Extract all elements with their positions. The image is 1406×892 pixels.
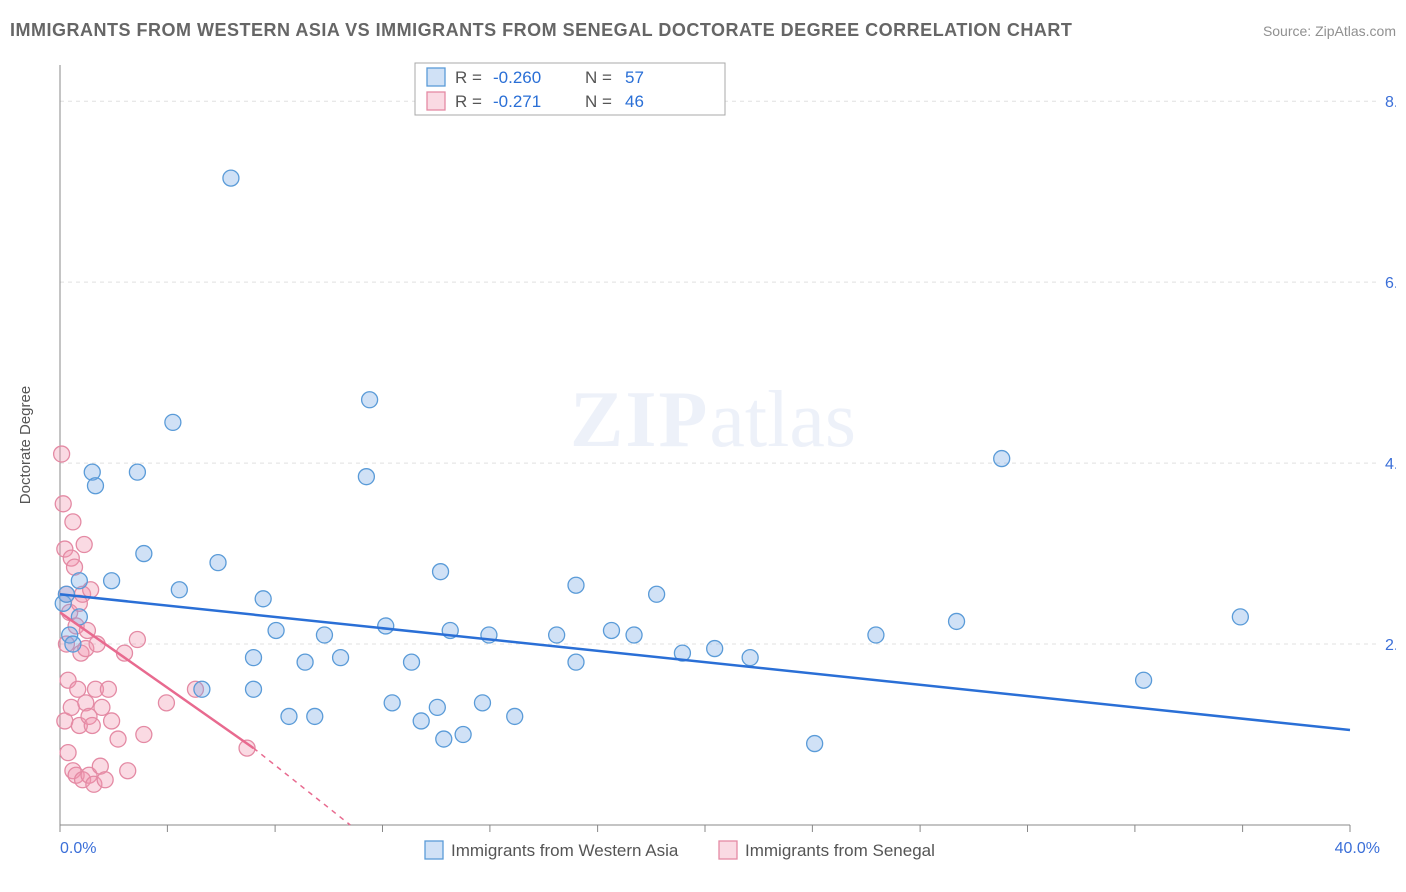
point-blue <box>362 392 378 408</box>
point-pink <box>76 537 92 553</box>
point-blue <box>129 464 145 480</box>
point-blue <box>246 681 262 697</box>
point-blue <box>507 708 523 724</box>
legend-r-value: -0.271 <box>493 92 541 111</box>
point-blue <box>136 546 152 562</box>
point-pink <box>136 727 152 743</box>
point-blue <box>433 564 449 580</box>
legend-n-label: N = <box>585 68 612 87</box>
point-blue <box>1232 609 1248 625</box>
point-blue <box>165 414 181 430</box>
legend-r-label: R = <box>455 68 482 87</box>
point-blue <box>474 695 490 711</box>
point-blue <box>404 654 420 670</box>
point-pink <box>63 699 79 715</box>
legend-swatch <box>427 68 445 86</box>
chart-source: Source: ZipAtlas.com <box>1263 23 1396 39</box>
point-blue <box>949 613 965 629</box>
point-blue <box>568 654 584 670</box>
point-blue <box>1136 672 1152 688</box>
point-blue <box>568 577 584 593</box>
y-tick-label: 6.0% <box>1385 275 1396 292</box>
point-blue <box>210 555 226 571</box>
x-tick-label: 0.0% <box>60 840 96 857</box>
point-pink <box>54 446 70 462</box>
point-blue <box>194 681 210 697</box>
point-blue <box>71 573 87 589</box>
bottom-legend-label: Immigrants from Senegal <box>745 841 935 860</box>
point-blue <box>707 641 723 657</box>
point-pink <box>97 772 113 788</box>
legend-n-value: 57 <box>625 68 644 87</box>
point-pink <box>120 763 136 779</box>
x-tick-label: 40.0% <box>1335 840 1380 857</box>
point-blue <box>65 636 81 652</box>
point-pink <box>55 496 71 512</box>
point-pink <box>94 699 110 715</box>
point-pink <box>110 731 126 747</box>
point-blue <box>742 650 758 666</box>
point-pink <box>84 717 100 733</box>
bottom-legend-swatch <box>719 841 737 859</box>
point-blue <box>868 627 884 643</box>
point-blue <box>603 622 619 638</box>
point-blue <box>455 727 471 743</box>
point-pink <box>129 632 145 648</box>
bottom-legend-swatch <box>425 841 443 859</box>
chart-container: 2.0% 4.0% 6.0% 8.0% 0.0% 40.0% Doctorate Degre… <box>10 55 1396 885</box>
point-blue <box>807 736 823 752</box>
legend-r-label: R = <box>455 92 482 111</box>
point-blue <box>378 618 394 634</box>
point-blue <box>436 731 452 747</box>
source-label: Source: <box>1263 23 1311 39</box>
point-blue <box>104 573 120 589</box>
legend-r-value: -0.260 <box>493 68 541 87</box>
y-tick-label: 2.0% <box>1385 637 1396 654</box>
trendline-pink-dash <box>254 748 351 825</box>
point-blue <box>171 582 187 598</box>
point-blue <box>549 627 565 643</box>
scatter-chart: 2.0% 4.0% 6.0% 8.0% 0.0% 40.0% Doctorate Degre… <box>10 55 1396 885</box>
point-blue <box>429 699 445 715</box>
point-blue <box>223 170 239 186</box>
point-blue <box>307 708 323 724</box>
source-link[interactable]: ZipAtlas.com <box>1315 23 1396 39</box>
point-blue <box>384 695 400 711</box>
point-blue <box>255 591 271 607</box>
point-blue <box>297 654 313 670</box>
y-tick-label: 8.0% <box>1385 94 1396 111</box>
point-blue <box>87 478 103 494</box>
legend-n-label: N = <box>585 92 612 111</box>
point-pink <box>60 745 76 761</box>
legend-swatch <box>427 92 445 110</box>
point-pink <box>104 713 120 729</box>
point-blue <box>358 469 374 485</box>
point-blue <box>649 586 665 602</box>
legend-n-value: 46 <box>625 92 644 111</box>
y-tick-label: 4.0% <box>1385 456 1396 473</box>
point-pink <box>158 695 174 711</box>
point-blue <box>268 622 284 638</box>
bottom-legend-label: Immigrants from Western Asia <box>451 841 679 860</box>
point-blue <box>413 713 429 729</box>
point-pink <box>65 514 81 530</box>
point-blue <box>333 650 349 666</box>
point-blue <box>246 650 262 666</box>
point-blue <box>316 627 332 643</box>
point-blue <box>626 627 642 643</box>
point-blue <box>994 451 1010 467</box>
point-pink <box>100 681 116 697</box>
point-blue <box>281 708 297 724</box>
y-axis-label: Doctorate Degree <box>17 386 34 504</box>
chart-title: IMMIGRANTS FROM WESTERN ASIA VS IMMIGRAN… <box>10 20 1072 41</box>
